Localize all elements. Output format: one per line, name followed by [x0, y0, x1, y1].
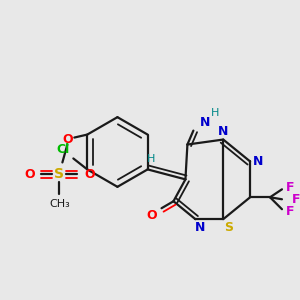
Text: N: N	[253, 155, 263, 168]
Text: O: O	[62, 133, 73, 146]
Text: CH₃: CH₃	[49, 199, 70, 209]
Text: N: N	[200, 116, 211, 129]
Text: F: F	[286, 181, 294, 194]
Text: N: N	[218, 125, 228, 138]
Text: H: H	[146, 154, 155, 164]
Text: S: S	[54, 167, 64, 182]
Text: Cl: Cl	[57, 143, 70, 156]
Text: N: N	[195, 220, 206, 234]
Text: F: F	[292, 193, 300, 206]
Text: S: S	[224, 220, 233, 234]
Text: O: O	[84, 168, 94, 181]
Text: O: O	[24, 168, 35, 181]
Text: F: F	[286, 205, 294, 218]
Text: H: H	[211, 108, 220, 118]
Text: O: O	[146, 209, 157, 222]
